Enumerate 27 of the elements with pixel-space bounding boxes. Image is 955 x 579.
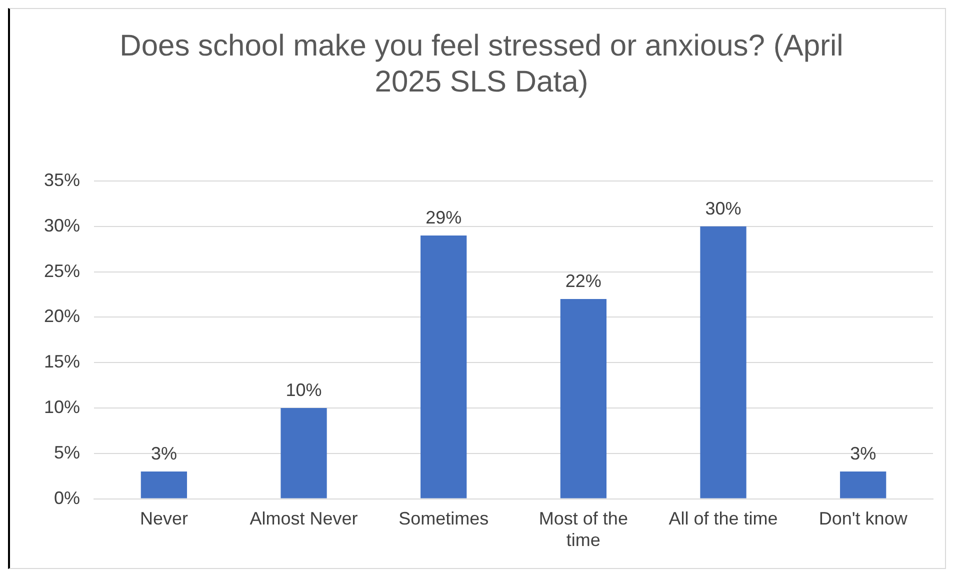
y-tick-label: 5% — [54, 442, 80, 462]
data-label: 3% — [150, 444, 177, 464]
x-tick-label: Almost Never — [250, 508, 358, 529]
x-tick-label: Never — [140, 508, 188, 529]
y-tick-label: 35% — [44, 170, 80, 190]
data-label: 10% — [286, 380, 322, 400]
x-tick-label: Most of the time — [538, 508, 628, 550]
data-label: 29% — [426, 207, 462, 228]
data-label: 22% — [565, 271, 602, 292]
data-label: 3% — [850, 444, 876, 464]
chart-title: Does school make you feel stressed or anxious? (April 2025 SLS Data) — [120, 29, 844, 98]
bar — [140, 472, 188, 498]
y-tick-label: 15% — [44, 352, 80, 372]
y-tick-label: 0% — [54, 488, 80, 508]
x-tick-label: Don't know — [818, 508, 908, 529]
x-tick-label: All of the time — [668, 508, 778, 529]
bar — [280, 408, 327, 498]
x-tick-label: Sometimes — [398, 508, 489, 529]
y-tick-label: 25% — [44, 260, 80, 281]
y-tick-label: 20% — [44, 306, 80, 326]
bar — [420, 235, 467, 498]
y-tick-label: 10% — [44, 396, 80, 417]
data-label: 30% — [705, 198, 742, 218]
bar — [560, 299, 606, 498]
y-tick-label: 30% — [44, 215, 80, 236]
bar — [840, 472, 886, 498]
bar — [700, 226, 746, 498]
